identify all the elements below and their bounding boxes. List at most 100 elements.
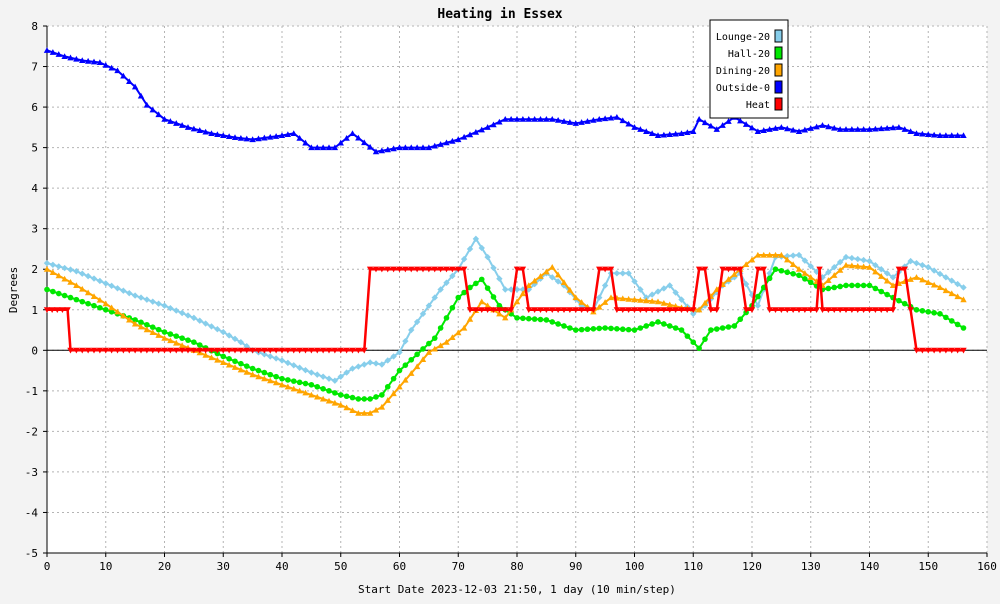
legend-label: Heat — [746, 100, 770, 111]
data-point — [284, 359, 292, 367]
data-point — [384, 397, 391, 403]
data-point — [437, 342, 444, 349]
data-point — [196, 317, 203, 324]
data-point — [695, 116, 703, 122]
data-point — [202, 128, 209, 135]
data-point — [884, 291, 890, 298]
data-point — [842, 261, 850, 268]
data-point — [90, 275, 98, 282]
data-point — [190, 314, 198, 322]
data-point — [173, 120, 180, 126]
data-point — [308, 144, 315, 151]
data-point — [866, 307, 873, 313]
data-point — [901, 126, 908, 132]
data-point — [601, 299, 609, 305]
data-point — [684, 307, 691, 313]
x-tick-label: 110 — [683, 560, 703, 573]
data-point — [960, 325, 967, 331]
data-point — [337, 373, 344, 380]
data-point — [437, 286, 444, 293]
data-point — [678, 327, 685, 333]
y-tick-label: 8 — [31, 20, 38, 33]
legend: Lounge-20 Hall-20 Dining-20 Outside-0 Heat — [709, 19, 789, 119]
data-point — [355, 409, 362, 416]
data-point — [97, 304, 103, 311]
data-point — [308, 347, 315, 354]
data-point — [425, 302, 433, 309]
data-point — [913, 306, 920, 313]
data-point — [648, 291, 656, 298]
data-point — [319, 144, 327, 151]
data-point — [361, 361, 368, 368]
data-point — [872, 307, 879, 313]
data-point — [513, 298, 521, 305]
data-point — [214, 350, 221, 357]
data-point — [895, 124, 903, 130]
y-tick-label: 4 — [31, 182, 38, 195]
data-point — [784, 125, 791, 132]
data-point — [320, 386, 326, 392]
data-point — [179, 335, 185, 341]
data-point — [126, 289, 133, 297]
data-point — [742, 261, 750, 268]
data-point — [319, 347, 327, 354]
data-point — [614, 326, 620, 332]
data-point — [819, 122, 826, 128]
data-point — [549, 319, 556, 325]
data-point — [467, 284, 473, 291]
data-point — [672, 130, 679, 137]
data-point — [108, 308, 115, 315]
data-point — [913, 347, 920, 354]
data-point — [596, 266, 603, 273]
data-point — [379, 392, 385, 398]
data-point — [120, 347, 127, 354]
data-point — [102, 280, 109, 287]
data-point — [502, 116, 509, 122]
data-point — [742, 121, 750, 127]
data-point — [784, 269, 791, 276]
data-point — [666, 323, 673, 329]
legend-swatch — [774, 63, 783, 77]
data-point — [860, 307, 867, 313]
data-point — [742, 307, 750, 313]
data-point — [220, 132, 227, 139]
data-point — [343, 393, 350, 400]
data-point — [296, 387, 303, 394]
data-point — [413, 363, 421, 370]
data-point — [531, 116, 538, 122]
data-point — [355, 134, 362, 141]
data-point — [737, 316, 744, 323]
data-point — [660, 285, 668, 292]
y-tick-label: 2 — [31, 263, 38, 276]
data-point — [660, 299, 668, 306]
data-point — [73, 282, 80, 289]
data-point — [666, 131, 673, 138]
data-point — [707, 122, 715, 129]
data-point — [61, 275, 68, 282]
data-point — [478, 298, 485, 305]
data-point — [214, 131, 221, 138]
data-point — [267, 371, 274, 378]
data-point — [596, 294, 603, 301]
data-point — [472, 307, 480, 313]
data-point — [649, 321, 655, 327]
y-tick-label: 7 — [31, 61, 38, 74]
series-heat — [43, 266, 967, 354]
data-point — [831, 124, 838, 131]
data-point — [460, 266, 468, 273]
data-point — [778, 251, 785, 258]
y-tick-label: 3 — [31, 223, 38, 236]
data-point — [196, 342, 203, 348]
data-point — [155, 111, 162, 118]
data-point — [607, 114, 615, 121]
data-point — [490, 264, 497, 272]
data-point — [390, 390, 397, 397]
data-point — [766, 307, 773, 313]
data-point — [249, 347, 256, 354]
data-point — [825, 277, 832, 283]
data-point — [578, 119, 585, 125]
data-point — [308, 391, 315, 398]
legend-label: Outside-0 — [716, 83, 770, 94]
data-point — [390, 145, 397, 152]
data-point — [337, 392, 344, 398]
